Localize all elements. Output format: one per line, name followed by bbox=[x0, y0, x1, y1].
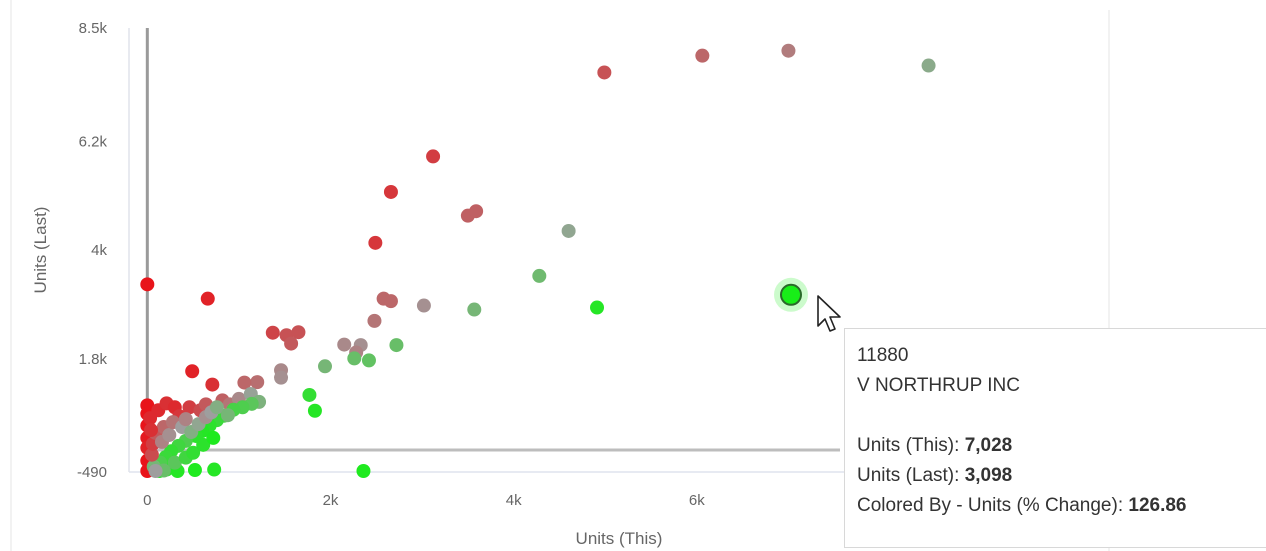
data-point[interactable] bbox=[384, 294, 398, 308]
data-point[interactable] bbox=[185, 364, 199, 378]
data-point[interactable] bbox=[347, 351, 361, 365]
data-point[interactable] bbox=[590, 301, 604, 315]
y-tick-label: 4k bbox=[91, 242, 107, 259]
tooltip-id: 11880 bbox=[857, 341, 1266, 371]
y-tick-label: 8.5k bbox=[79, 20, 108, 37]
x-tick-label: 2k bbox=[323, 492, 339, 509]
tooltip-label: Units (Last): bbox=[857, 465, 965, 486]
data-point[interactable] bbox=[308, 404, 322, 418]
data-point[interactable] bbox=[426, 149, 440, 163]
tooltip-label: Colored By - Units (% Change): bbox=[857, 495, 1128, 516]
tooltip-value: 7,028 bbox=[965, 435, 1013, 456]
data-point[interactable] bbox=[318, 359, 332, 373]
y-tick-label: 6.2k bbox=[79, 134, 108, 151]
data-point[interactable] bbox=[597, 65, 611, 79]
tooltip-value: 3,098 bbox=[965, 465, 1013, 486]
tooltip-name: V NORTHRUP INC bbox=[857, 371, 1266, 401]
data-point[interactable] bbox=[206, 431, 220, 445]
data-point[interactable] bbox=[389, 338, 403, 352]
y-axis-title: Units (Last) bbox=[31, 207, 50, 294]
data-point[interactable] bbox=[302, 388, 316, 402]
data-point[interactable] bbox=[469, 204, 483, 218]
data-point[interactable] bbox=[207, 463, 221, 477]
tooltip-label: Units (This): bbox=[857, 435, 965, 456]
data-point[interactable] bbox=[221, 408, 235, 422]
tooltip: 11880 V NORTHRUP INC Units (This): 7,028… bbox=[844, 328, 1266, 548]
data-point[interactable] bbox=[384, 185, 398, 199]
x-tick-label: 0 bbox=[143, 492, 151, 509]
data-point[interactable] bbox=[922, 59, 936, 73]
data-point[interactable] bbox=[562, 224, 576, 238]
tooltip-value: 126.86 bbox=[1128, 495, 1186, 516]
x-tick-label: 6k bbox=[689, 492, 705, 509]
y-tick-label: -490 bbox=[77, 464, 107, 481]
data-point[interactable] bbox=[140, 277, 154, 291]
data-point[interactable] bbox=[143, 411, 157, 425]
data-point[interactable] bbox=[266, 326, 280, 340]
data-point[interactable] bbox=[367, 314, 381, 328]
data-point[interactable] bbox=[368, 236, 382, 250]
data-point[interactable] bbox=[532, 269, 546, 283]
data-point[interactable] bbox=[467, 303, 481, 317]
data-point[interactable] bbox=[362, 353, 376, 367]
data-point[interactable] bbox=[205, 378, 219, 392]
data-point[interactable] bbox=[284, 337, 298, 351]
x-tick-label: 4k bbox=[506, 492, 522, 509]
data-point[interactable] bbox=[144, 423, 158, 437]
data-point[interactable] bbox=[695, 49, 709, 63]
data-point[interactable] bbox=[781, 44, 795, 58]
data-point[interactable] bbox=[274, 371, 288, 385]
data-point[interactable] bbox=[201, 292, 215, 306]
tooltip-row-units-this: Units (This): 7,028 bbox=[857, 431, 1266, 461]
highlighted-point[interactable] bbox=[781, 285, 801, 305]
tooltip-row-colored-by: Colored By - Units (% Change): 126.86 bbox=[857, 491, 1266, 521]
data-point[interactable] bbox=[149, 464, 163, 478]
data-point[interactable] bbox=[188, 463, 202, 477]
x-axis-ticks: 0 2k 4k 6k bbox=[143, 492, 705, 509]
tooltip-row-units-last: Units (Last): 3,098 bbox=[857, 461, 1266, 491]
data-point[interactable] bbox=[179, 412, 193, 426]
data-point[interactable] bbox=[356, 464, 370, 478]
y-axis-ticks: 8.5k 6.2k 4k 1.8k -490 bbox=[77, 20, 108, 481]
x-axis-title: Units (This) bbox=[576, 529, 663, 548]
mouse-pointer-icon bbox=[816, 294, 846, 338]
y-tick-label: 1.8k bbox=[79, 351, 108, 368]
points-layer bbox=[140, 44, 935, 478]
data-point[interactable] bbox=[337, 338, 351, 352]
data-point[interactable] bbox=[417, 299, 431, 313]
data-point[interactable] bbox=[250, 375, 264, 389]
data-point[interactable] bbox=[162, 428, 176, 442]
